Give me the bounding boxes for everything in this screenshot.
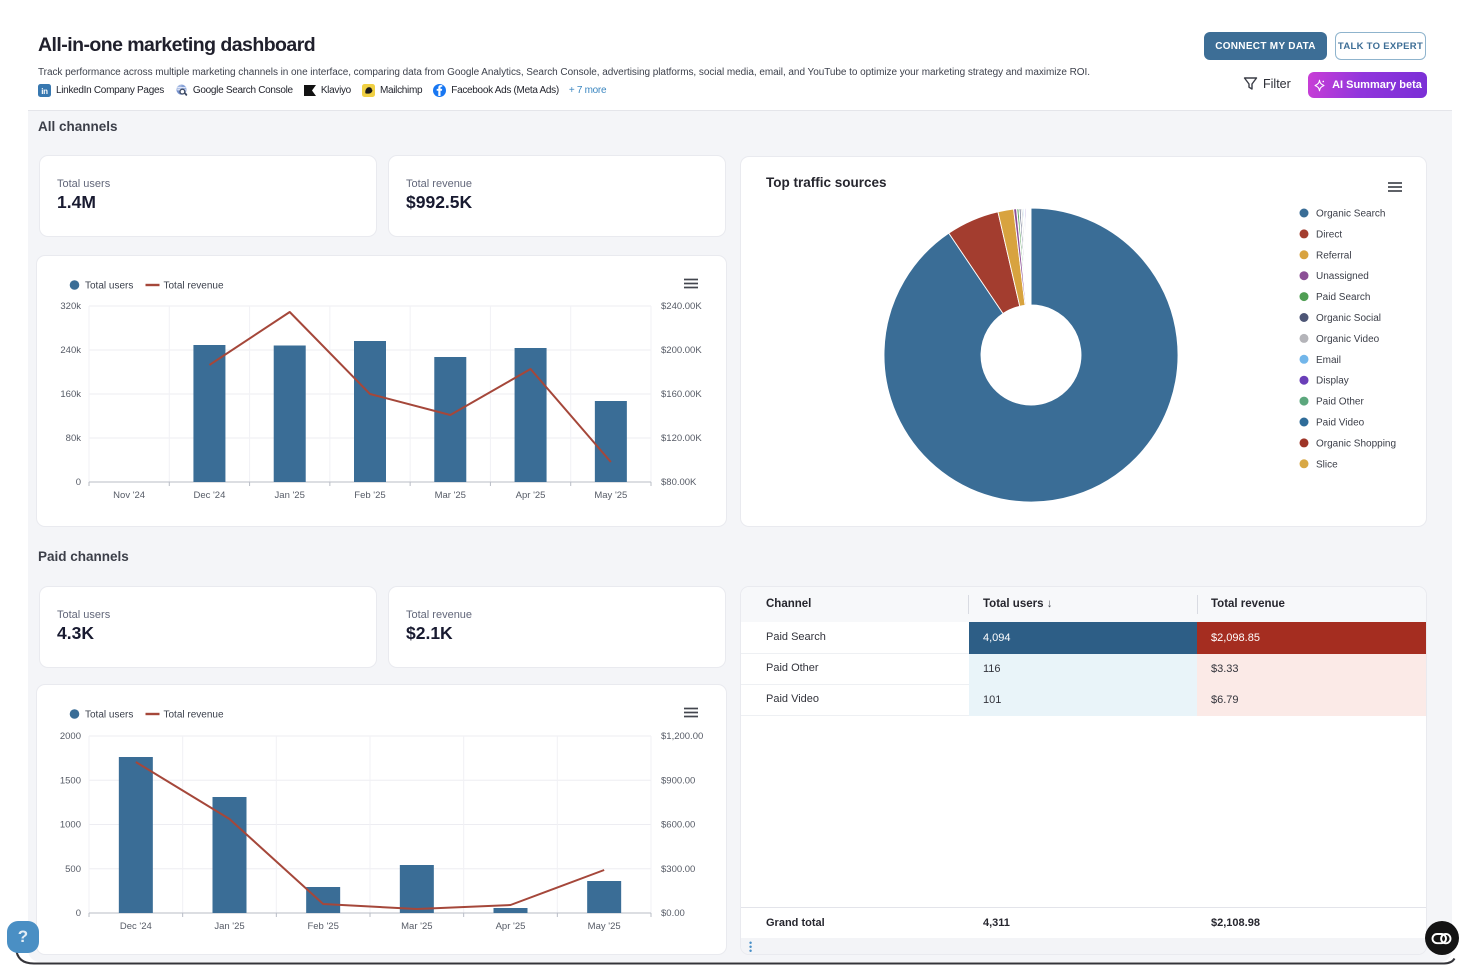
svg-text:Organic Search: Organic Search bbox=[1316, 209, 1385, 220]
svg-text:Jan '25: Jan '25 bbox=[214, 921, 244, 932]
svg-text:Email: Email bbox=[1316, 355, 1341, 366]
svg-text:Total users: Total users bbox=[85, 710, 133, 721]
svg-text:Nov '24: Nov '24 bbox=[113, 490, 145, 501]
svg-text:Mar '25: Mar '25 bbox=[401, 921, 432, 932]
svg-text:320k: 320k bbox=[60, 301, 81, 312]
svg-text:Dec '24: Dec '24 bbox=[120, 921, 152, 932]
svg-text:Slice: Slice bbox=[1316, 459, 1338, 470]
svg-text:Referral: Referral bbox=[1316, 250, 1352, 261]
svg-text:Apr '25: Apr '25 bbox=[516, 490, 546, 501]
svg-text:Unassigned: Unassigned bbox=[1316, 271, 1369, 282]
svg-text:May '25: May '25 bbox=[588, 921, 621, 932]
svg-text:Display: Display bbox=[1316, 376, 1349, 387]
svg-text:Dec '24: Dec '24 bbox=[193, 490, 225, 501]
svg-text:$300.00: $300.00 bbox=[661, 864, 695, 875]
svg-text:Feb '25: Feb '25 bbox=[307, 921, 338, 932]
svg-text:$900.00: $900.00 bbox=[661, 775, 695, 786]
svg-text:$200.00K: $200.00K bbox=[661, 345, 702, 356]
svg-text:$240.00K: $240.00K bbox=[661, 301, 702, 312]
svg-text:May '25: May '25 bbox=[594, 490, 627, 501]
svg-text:Total users: Total users bbox=[85, 281, 133, 292]
svg-text:240k: 240k bbox=[60, 345, 81, 356]
svg-text:$160.00K: $160.00K bbox=[661, 389, 702, 400]
svg-text:Organic Video: Organic Video bbox=[1316, 334, 1380, 345]
svg-text:2000: 2000 bbox=[60, 731, 81, 742]
svg-text:Paid Search: Paid Search bbox=[1316, 292, 1370, 303]
svg-text:Total revenue: Total revenue bbox=[164, 281, 224, 292]
svg-text:in: in bbox=[41, 87, 48, 96]
svg-text:0: 0 bbox=[76, 908, 81, 919]
svg-text:Organic Shopping: Organic Shopping bbox=[1316, 438, 1396, 449]
svg-text:Organic Social: Organic Social bbox=[1316, 313, 1381, 324]
svg-text:Paid Video: Paid Video bbox=[1316, 418, 1365, 429]
svg-text:0: 0 bbox=[76, 477, 81, 488]
svg-text:Jan '25: Jan '25 bbox=[275, 490, 305, 501]
svg-text:$1,200.00: $1,200.00 bbox=[661, 731, 703, 742]
svg-text:Direct: Direct bbox=[1316, 229, 1342, 240]
svg-text:80k: 80k bbox=[66, 433, 82, 444]
svg-text:$600.00: $600.00 bbox=[661, 820, 695, 831]
svg-text:Total revenue: Total revenue bbox=[164, 710, 224, 721]
svg-text:1500: 1500 bbox=[60, 775, 81, 786]
svg-text:Mar '25: Mar '25 bbox=[435, 490, 466, 501]
svg-text:Apr '25: Apr '25 bbox=[496, 921, 526, 932]
svg-text:500: 500 bbox=[65, 864, 81, 875]
svg-text:$0.00: $0.00 bbox=[661, 908, 685, 919]
svg-text:1000: 1000 bbox=[60, 820, 81, 831]
svg-text:Paid Other: Paid Other bbox=[1316, 397, 1364, 408]
svg-text:160k: 160k bbox=[60, 389, 81, 400]
svg-text:Feb '25: Feb '25 bbox=[354, 490, 385, 501]
svg-text:$120.00K: $120.00K bbox=[661, 433, 702, 444]
svg-text:$80.00K: $80.00K bbox=[661, 477, 697, 488]
